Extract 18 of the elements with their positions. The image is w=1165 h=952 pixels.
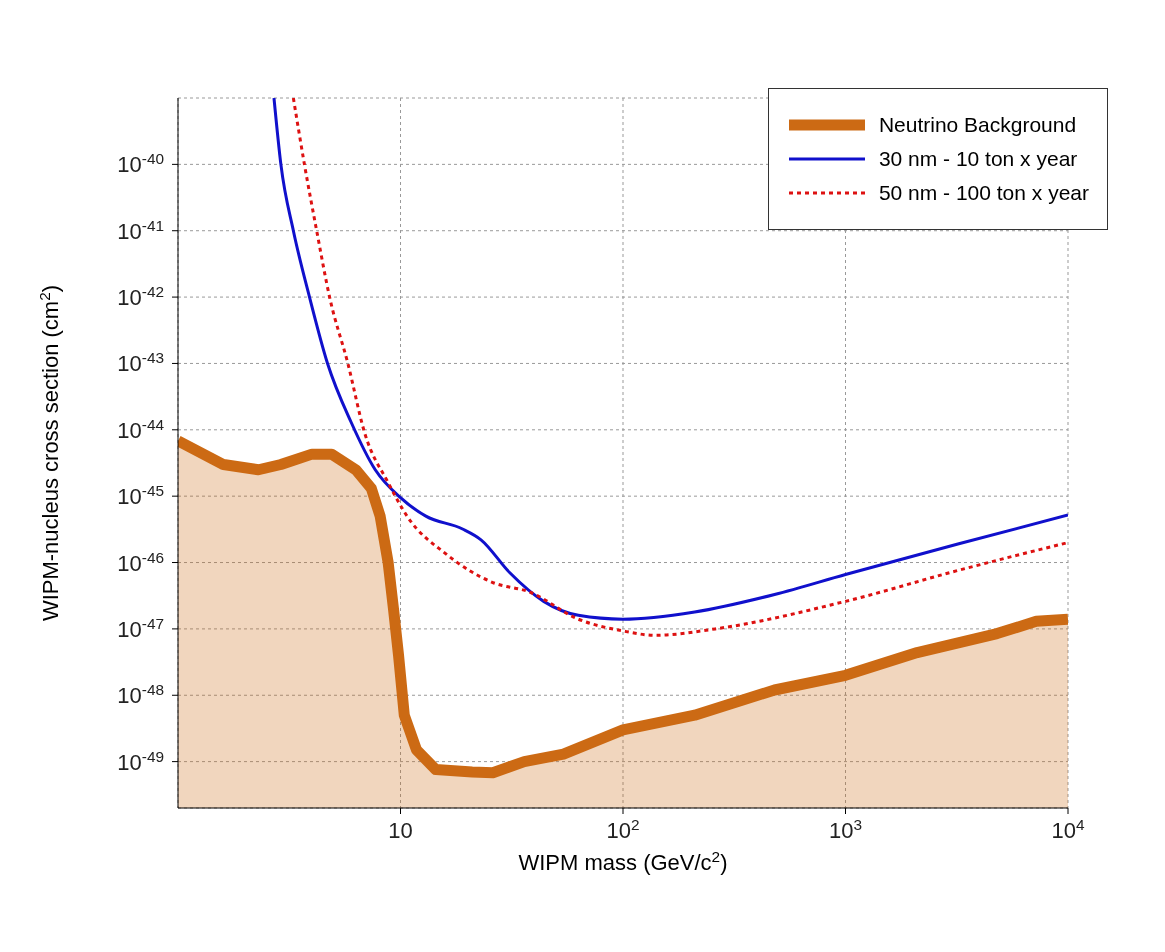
x-tick-label: 10$^{2}$	[606, 815, 640, 843]
y-tick-label: 10$^{-46}$	[117, 548, 164, 576]
y-tick-label: 10$^{-41}$	[117, 216, 164, 244]
x-tick-label: 10$^{4}$	[1051, 815, 1085, 843]
y-tick-label: 10$^{-42}$	[117, 282, 164, 311]
y-tick-label: 10$^{-43}$	[117, 348, 164, 377]
legend-label: 50 nm - 100 ton x year	[878, 181, 1089, 205]
y-tick-label: 10$^{-48}$	[117, 680, 164, 709]
legend-label: Neutrino Background	[878, 113, 1077, 137]
x-tick-label: 10	[388, 818, 413, 843]
x-tick-label: 10$^{3}$	[828, 815, 863, 843]
y-tick-label: 10$^{-47}$	[117, 614, 164, 642]
y-tick-label: 10$^{-49}$	[117, 747, 164, 775]
y-tick-label: 10$^{-40}$	[117, 149, 164, 178]
x-axis-title: WIPM mass (GeV/c$^{2}$)	[518, 847, 728, 875]
legend-label: 30 nm - 10 ton x year	[878, 147, 1078, 171]
y-tick-label: 10$^{-45}$	[117, 481, 164, 510]
y-tick-label: 10$^{-44}$	[117, 415, 165, 443]
